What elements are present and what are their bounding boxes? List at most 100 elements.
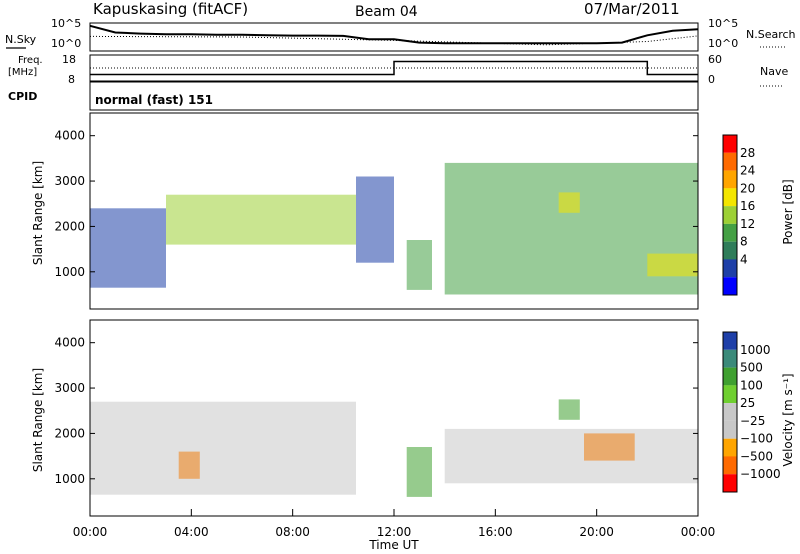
colorbar-tick-5: 8 <box>740 235 748 249</box>
colorbar-tick-3: 16 <box>740 199 755 213</box>
ytick-label-0: 1000 <box>54 472 85 486</box>
cpid-value: normal (fast) 151 <box>95 93 213 107</box>
cpid-frame <box>89 81 699 111</box>
echo-region-1 <box>178 451 200 479</box>
freq-tick-bottom: 8 <box>68 73 75 86</box>
power-echoes <box>90 162 698 295</box>
time-x-ticks: 00:00 04:00 08:00 12:00 16:00 20:00 00:00 <box>73 509 716 539</box>
ytick-label-1: 2000 <box>54 219 85 233</box>
echo-region-1 <box>166 194 356 245</box>
echo-region-3 <box>406 240 432 290</box>
colorbar-cell-3 <box>723 188 737 207</box>
freq-unit-label: [MHz] <box>8 67 37 78</box>
noise-line-1 <box>89 35 699 46</box>
xtick-label-2: 08:00 <box>275 525 310 539</box>
colorbar-tick-3: 25 <box>740 396 755 410</box>
xtick-label-1: 04:00 <box>174 525 209 539</box>
colorbar-cell-8 <box>723 474 737 492</box>
colorbar-tick-6: −500 <box>740 449 773 463</box>
colorbar-cell-4 <box>723 403 737 421</box>
power-ylabel: Slant Range [km] <box>31 161 45 265</box>
colorbar-frame <box>722 134 738 296</box>
colorbar-cell-6 <box>723 241 737 260</box>
colorbar-cell-6 <box>723 438 737 457</box>
cpid-label: CPID <box>8 90 37 103</box>
colorbar-cell-1 <box>723 152 737 171</box>
xtick-label-4: 16:00 <box>478 525 513 539</box>
nsearch-label: N.Search <box>746 28 796 41</box>
colorbar-tick-0: 28 <box>740 146 755 160</box>
nave-tick-top: 60 <box>708 53 722 66</box>
nave-tick-bottom: 0 <box>708 73 715 86</box>
colorbar-tick-7: −1000 <box>740 467 781 481</box>
colorbar-cell-2 <box>723 367 737 386</box>
ytick-label-3: 4000 <box>54 129 85 143</box>
noise-right-tick-top: 10^5 <box>708 17 738 30</box>
nave-label: Nave <box>760 65 788 78</box>
colorbar-cell-5 <box>723 420 737 439</box>
echo-region-4 <box>584 433 635 461</box>
colorbar-tick-2: 20 <box>740 181 755 195</box>
noise-right-tick-bottom: 10^0 <box>708 37 738 50</box>
colorbar-cell-4 <box>723 206 737 224</box>
velocity-panel: 1000 2000 3000 4000 Slant Range [km] 1000 50… <box>31 319 795 552</box>
colorbar-tick-0: 1000 <box>740 343 771 357</box>
colorbar-cell-1 <box>723 349 737 368</box>
colorbar-tick-6: 4 <box>740 252 748 266</box>
xtick-label-5: 20:00 <box>579 525 614 539</box>
velocity-ylabel: Slant Range [km] <box>31 368 45 472</box>
nsky-label: N.Sky <box>5 33 37 46</box>
colorbar-cell-3 <box>723 385 737 404</box>
frequency-panel: Freq. [MHz] 18 8 60 0 Nave <box>8 53 788 87</box>
echo-region-6 <box>647 253 698 277</box>
colorbar-tick-1: 24 <box>740 164 755 178</box>
colorbar-frame <box>722 331 738 493</box>
beam-label: Beam 04 <box>355 4 418 20</box>
colorbar-cell-0 <box>723 332 737 350</box>
power-frame <box>89 112 699 310</box>
xtick-label-0: 00:00 <box>73 525 108 539</box>
date-label: 07/Mar/2011 <box>584 0 680 18</box>
noise-left-tick-top: 10^5 <box>51 17 81 30</box>
echo-region-2 <box>356 176 394 263</box>
noise-panel: N.Sky 10^5 10^0 10^5 10^0 N.Search <box>5 17 796 52</box>
power-colorbar-title: Power [dB] <box>781 179 795 244</box>
echo-region-0 <box>90 208 166 288</box>
xtick-label-6: 00:00 <box>681 525 716 539</box>
echo-region-5 <box>558 399 580 420</box>
noise-series <box>89 24 699 46</box>
station-title: Kapuskasing (fitACF) <box>93 0 248 18</box>
noise-left-tick-bottom: 10^0 <box>51 37 81 50</box>
velocity-colorbar: 1000 500 100 25 −25 −100 −500 −1000 <box>722 331 781 493</box>
ytick-label-0: 1000 <box>54 265 85 279</box>
freq-line <box>90 60 698 76</box>
xtick-label-3: 12:00 <box>377 525 412 539</box>
noise-frame <box>89 22 699 52</box>
time-xlabel: Time UT <box>368 538 419 552</box>
colorbar-tick-1: 500 <box>740 361 763 375</box>
ytick-label-3: 4000 <box>54 336 85 350</box>
echo-region-0 <box>90 401 356 495</box>
colorbar-cell-8 <box>723 277 737 295</box>
colorbar-cell-0 <box>723 135 737 153</box>
ytick-label-2: 3000 <box>54 174 85 188</box>
power-panel: 1000 2000 3000 4000 Slant Range [km] 28 24 20… <box>31 112 795 310</box>
colorbar-cell-7 <box>723 259 737 278</box>
echo-region-2 <box>406 447 432 497</box>
freq-tick-top: 18 <box>62 53 76 66</box>
noise-line-0 <box>89 24 699 45</box>
ytick-label-1: 2000 <box>54 426 85 440</box>
colorbar-cell-7 <box>723 456 737 475</box>
colorbar-cell-5 <box>723 223 737 242</box>
ytick-label-2: 3000 <box>54 381 85 395</box>
power-y-ticks: 1000 2000 3000 4000 <box>54 129 698 279</box>
frequency-series <box>90 60 698 76</box>
colorbar-tick-5: −100 <box>740 432 773 446</box>
echo-region-5 <box>558 192 580 213</box>
velocity-colorbar-title: Velocity [m s⁻¹] <box>781 373 795 466</box>
cpid-panel: CPID normal (fast) 151 <box>8 81 699 111</box>
colorbar-tick-2: 100 <box>740 378 763 392</box>
colorbar-tick-4: 12 <box>740 217 755 231</box>
colorbar-cell-2 <box>723 170 737 189</box>
